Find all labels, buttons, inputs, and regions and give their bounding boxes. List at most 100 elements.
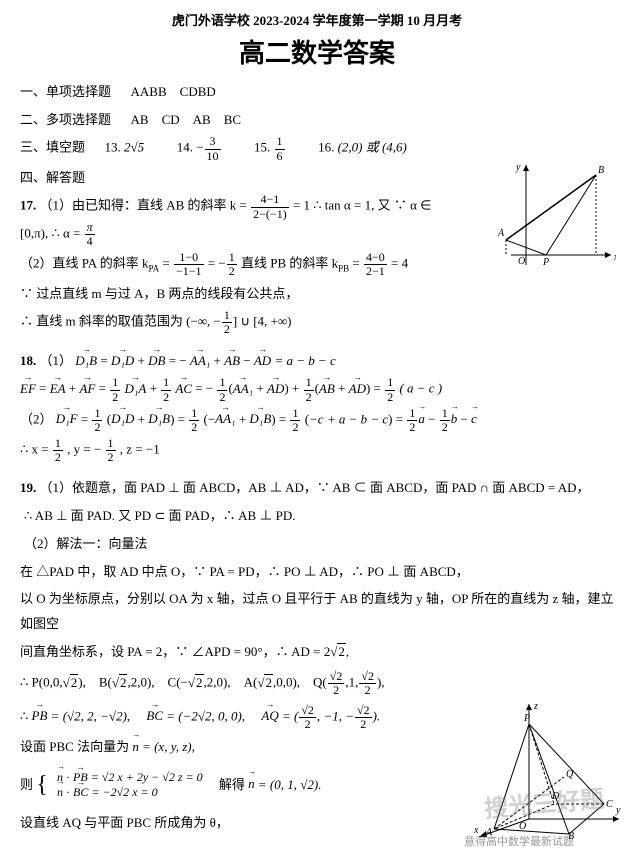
q15n: 15.	[254, 140, 270, 155]
p19-vecs: ∴ PB = (√2, 2, −√2), BC = (−2√2, 0, 0), …	[20, 704, 450, 731]
p17-f3: 4−02−1	[364, 251, 387, 278]
half-e: 12	[385, 376, 395, 403]
nn2: n	[248, 772, 255, 797]
p18-3a: （2）	[20, 411, 53, 426]
p18-l1: 18. （1） D₁B = D₁D + DB = − AA₁ + AB − AD…	[20, 349, 614, 374]
cp2: 2	[70, 674, 79, 690]
s2	[112, 675, 119, 690]
rc: c	[471, 407, 477, 432]
exp: −c + a − b − c	[309, 411, 388, 426]
p17-half2: 12	[222, 309, 232, 336]
figure-pyramid: x y z O P A B C D Q	[474, 699, 624, 839]
p17-pi4: π4	[85, 221, 95, 248]
section-2: 二、多项选择题 AB CD AB BC	[20, 108, 614, 133]
p18-num: 18.	[20, 353, 36, 368]
p17-num: 17.	[20, 198, 36, 213]
p2: +	[214, 353, 225, 368]
vaqb: , −1, −	[317, 708, 354, 723]
eq: =	[39, 381, 50, 396]
ca: 2	[264, 674, 273, 690]
p17-line1: 17. （1）由已知得：直线 AB 的斜率 k = 4−12−(−1) = 1 …	[20, 193, 450, 248]
cb1: ), B(	[78, 675, 112, 690]
p17-2a: （2）直线 PA 的斜率 k	[20, 256, 148, 271]
cc: 2	[195, 674, 204, 690]
figure-ab-line: x y O A B P	[496, 160, 616, 270]
p17-sub-pa: PA	[148, 263, 159, 273]
vec-d1a: D₁A	[124, 377, 146, 402]
m1: D₁D	[111, 407, 134, 432]
fx: 12	[53, 437, 63, 464]
p17-mid2: = −	[208, 256, 226, 271]
svg-text:A: A	[485, 827, 493, 838]
vbc: BC	[146, 704, 163, 729]
l2t: =	[374, 381, 385, 396]
p: +	[292, 381, 303, 396]
p19-l1: 19. （1）依题意，面 PAD ⊥ 面 ABCD，AB ⊥ AD，∵ AB ⊂…	[20, 476, 614, 501]
q15-frac: 16	[275, 135, 285, 162]
plus: +	[138, 353, 149, 368]
exam-header: 虎门外语学校 2023-2024 学年度第一学期 10 月月考	[20, 10, 614, 29]
svg-text:Q: Q	[566, 769, 574, 780]
p: +	[150, 381, 161, 396]
sec2-answers: AB CD AB BC	[131, 112, 242, 127]
minus: −	[243, 353, 254, 368]
p17-4b: ] ∪ [4, +∞)	[233, 314, 292, 329]
p17-1a: （1）由已知得：直线 AB 的斜率 k =	[40, 198, 247, 213]
half-g: 12	[189, 407, 199, 434]
par1b: AD	[267, 377, 284, 402]
svg-text:P: P	[523, 713, 530, 724]
p17-eq2b: =	[352, 256, 359, 271]
m4: D₁B	[249, 407, 271, 432]
par2b: AD	[349, 377, 366, 402]
vec-ac: AC	[175, 377, 192, 402]
p19-num: 19.	[20, 480, 36, 495]
vec-ea: EA	[50, 377, 66, 402]
par2a: AB	[319, 377, 335, 402]
p19-6a: 间直角坐标系，设 PA = 2，∵ ∠APD = 90°，∴ AD = 2	[20, 644, 330, 659]
svg-text:C: C	[606, 799, 613, 810]
m2: D₁B	[148, 407, 170, 432]
svg-text:B: B	[568, 831, 574, 839]
p19-1: （1）依题意，面 PAD ⊥ 面 ABCD，AB ⊥ AD，∵ AB ⊂ 面 A…	[40, 480, 590, 495]
np: 设面 PBC 法向量为	[20, 739, 132, 754]
p18-l2: EF = EA + AF = 12 D₁A + 12 AC = − 12(AA₁…	[20, 376, 614, 403]
p17-f1: 4−12−(−1)	[251, 193, 289, 220]
p19-l6: 间直角坐标系，设 PA = 2，∵ ∠APD = 90°，∴ AD = 22,	[20, 640, 614, 665]
m3: AA₁	[215, 407, 235, 432]
eq: =	[100, 353, 111, 368]
sp: 则	[20, 776, 33, 791]
s2b: BC	[73, 785, 88, 801]
sec2-label: 二、多项选择题	[20, 112, 111, 127]
p18-tail: = a − b − c	[274, 353, 335, 368]
qf1: √22	[328, 670, 345, 697]
ca2: ,0,0), Q(	[273, 675, 327, 690]
half-i: 12	[407, 407, 417, 434]
s3	[188, 675, 195, 690]
eq2: = −	[169, 353, 187, 368]
cb2: ,2,0), C(−	[127, 675, 187, 690]
eq3: = −	[195, 381, 213, 396]
sec4-label: 四、解答题	[20, 170, 85, 185]
svg-text:D: D	[551, 791, 560, 802]
p19-coords: ∴ P(0,0,2), B(2,2,0), C(−2,2,0), A(2,0,0…	[20, 670, 614, 697]
q14-sign: −	[196, 140, 203, 155]
q14n: 14.	[177, 140, 193, 155]
half-f: 12	[92, 407, 102, 434]
vp: ∴	[20, 708, 32, 723]
sec1-answers: AABB CDBD	[131, 84, 216, 99]
vpbv: = (√2, 2, −√2),	[47, 708, 143, 723]
q16n: 16.	[318, 140, 334, 155]
vec-db: DB	[148, 349, 165, 374]
p18: 18. （1） D₁B = D₁D + DB = − AA₁ + AB − AD…	[20, 349, 614, 465]
cq3: ),	[377, 675, 385, 690]
s2a: n	[57, 785, 63, 801]
p17-line3: ∵ 过点直线 m 与过 A，B 两点的线段有公共点，	[20, 282, 450, 307]
section-1: 一、单项选择题 AABB CDBD	[20, 80, 614, 105]
half-h: 12	[290, 407, 300, 434]
p19-6b: 2	[337, 643, 346, 659]
vec-ef: EF	[20, 377, 36, 402]
svg-text:y: y	[515, 162, 521, 173]
svg-text:O: O	[518, 256, 525, 267]
s1	[63, 675, 70, 690]
sres2: = (0, 1, √2).	[255, 776, 322, 791]
